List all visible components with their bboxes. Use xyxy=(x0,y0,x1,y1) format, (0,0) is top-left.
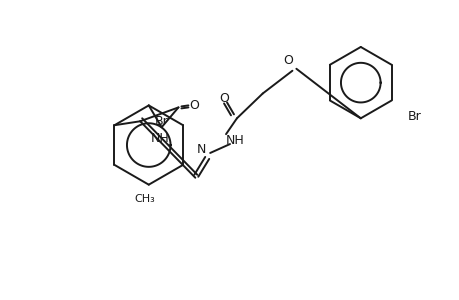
Text: O: O xyxy=(189,99,199,112)
Text: CH₃: CH₃ xyxy=(134,194,155,203)
Text: O: O xyxy=(218,92,229,105)
Text: Br: Br xyxy=(407,110,420,123)
Text: Br: Br xyxy=(154,115,168,128)
Text: N: N xyxy=(196,142,206,155)
Text: O: O xyxy=(283,54,293,67)
Text: NH: NH xyxy=(225,134,244,147)
Text: NH: NH xyxy=(150,132,168,145)
